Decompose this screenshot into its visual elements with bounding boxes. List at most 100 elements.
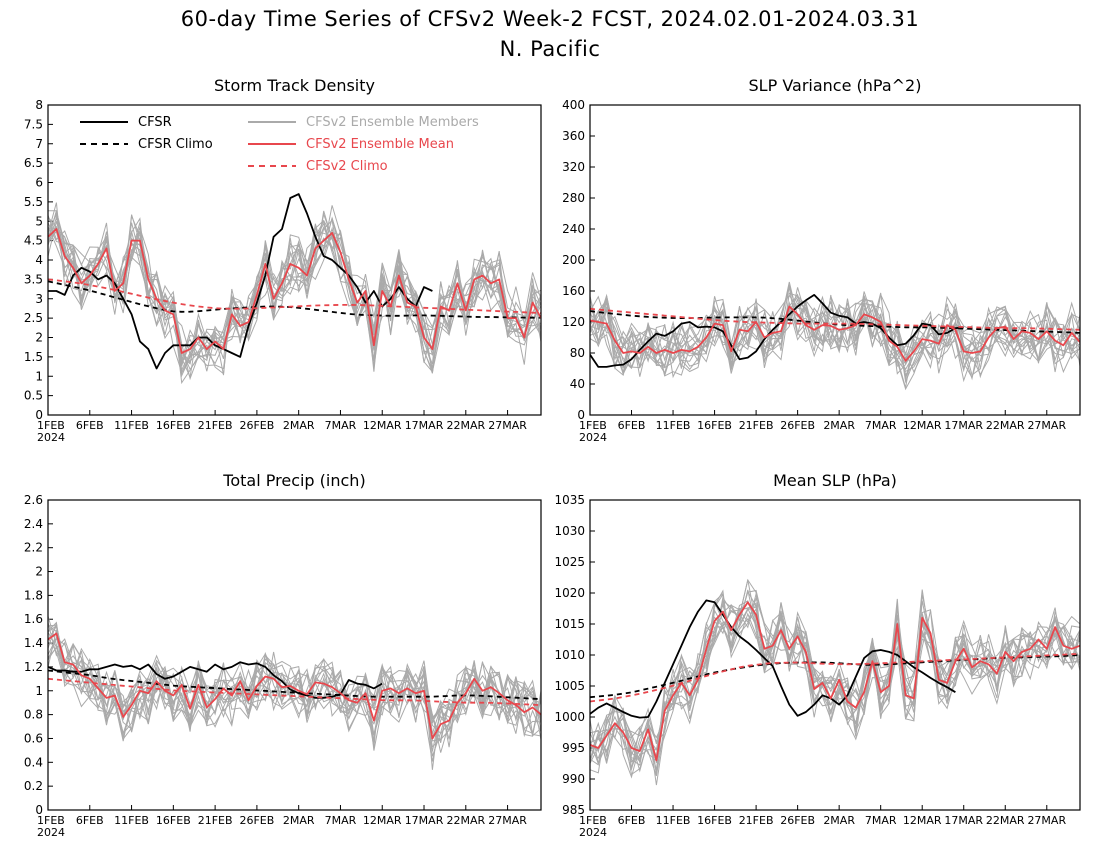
ensemble-member-line	[590, 594, 1080, 772]
y-tick-label: 2.5	[24, 311, 43, 325]
ensemble-member-line	[48, 638, 541, 762]
x-tick-label: 12MAR	[363, 814, 402, 827]
x-tick-label: 16FEB	[156, 419, 191, 432]
ensemble-member-line	[48, 615, 541, 741]
series-line-cfsr-climo	[590, 654, 1080, 699]
x-year-label: 2024	[579, 826, 607, 839]
x-tick-label: 27MAR	[488, 419, 527, 432]
y-tick-label: 1005	[554, 679, 585, 693]
y-tick-label: 3	[35, 292, 43, 306]
y-tick-label: 5.5	[24, 195, 43, 209]
x-year-label: 2024	[37, 826, 65, 839]
ensemble-member-line	[48, 231, 541, 372]
y-tick-label: 2	[35, 331, 43, 345]
x-tick-label: 16FEB	[697, 814, 732, 827]
x-tick-label: 6FEB	[618, 419, 646, 432]
y-tick-label: 1	[35, 369, 43, 383]
y-tick-label: 1030	[554, 524, 585, 538]
x-tick-label: 12MAR	[903, 419, 942, 432]
y-tick-label: 985	[562, 803, 585, 817]
x-tick-label: 22MAR	[446, 814, 485, 827]
y-tick-label: 1025	[554, 555, 585, 569]
x-tick-label: 2MAR	[283, 419, 315, 432]
legend-label-cfsr: CFSR	[138, 115, 172, 130]
x-tick-label: 2MAR	[283, 814, 315, 827]
y-tick-label: 1.2	[24, 660, 43, 674]
ensemble-member-line	[590, 589, 1080, 769]
y-tick-label: 120	[562, 315, 585, 329]
y-tick-label: 1035	[554, 493, 585, 507]
x-tick-label: 7MAR	[325, 419, 357, 432]
x-tick-label: 1FEB	[579, 814, 607, 827]
series-line-cfsv2-climo	[590, 652, 1080, 703]
y-tick-label: 240	[562, 222, 585, 236]
x-tick-label: 21FEB	[739, 814, 774, 827]
x-tick-label: 7MAR	[865, 814, 897, 827]
x-tick-label: 22MAR	[986, 814, 1025, 827]
legend-label-cfsr-climo: CFSR Climo	[138, 137, 213, 152]
x-tick-label: 22MAR	[446, 419, 485, 432]
y-tick-label: 2.2	[24, 541, 43, 555]
y-tick-label: 2	[35, 565, 43, 579]
x-tick-label: 17MAR	[405, 814, 444, 827]
ensemble-member-line	[590, 297, 1080, 370]
y-tick-label: 6	[35, 176, 43, 190]
panel-frame	[47, 499, 542, 811]
series-line-cfsr-climo	[48, 280, 541, 319]
y-tick-label: 2.4	[24, 517, 43, 531]
ensemble-member-line	[590, 590, 1080, 774]
ensemble-member-line	[590, 602, 1080, 760]
y-tick-label: 160	[562, 284, 585, 298]
x-tick-label: 2MAR	[823, 419, 855, 432]
panel-frame	[589, 104, 1081, 416]
x-tick-label: 26FEB	[780, 419, 815, 432]
y-tick-label: 200	[562, 253, 585, 267]
y-tick-label: 4	[35, 253, 43, 267]
ensemble-member-line	[48, 202, 541, 371]
panel-data	[590, 281, 1080, 391]
x-tick-label: 6FEB	[76, 814, 104, 827]
y-tick-label: 1	[35, 684, 43, 698]
x-tick-label: 7MAR	[325, 814, 357, 827]
panel-title: Mean SLP (hPa)	[773, 471, 897, 490]
y-tick-label: 0.6	[24, 731, 43, 745]
y-tick-label: 0.5	[24, 389, 43, 403]
panel-data	[590, 578, 1080, 786]
panel-1: Storm Track Density 0 0.5 1 1.5 2 2.5 3 3.5 4 4.5 5…	[24, 76, 542, 444]
y-tick-label: 40	[570, 377, 585, 391]
x-tick-label: 21FEB	[739, 419, 774, 432]
series-line-cfsv2-ensemble-mean	[48, 632, 541, 740]
figure-title: 60-day Time Series of CFSv2 Week-2 FCST,…	[181, 7, 919, 31]
y-tick-label: 6.5	[24, 156, 43, 170]
panel-title: Total Precip (inch)	[222, 471, 365, 490]
chart-panels: Storm Track Density 0 0.5 1 1.5 2 2.5 3 3.5 4 4.5 5…	[24, 76, 1081, 839]
x-tick-label: 11FEB	[656, 419, 691, 432]
x-tick-label: 2MAR	[823, 814, 855, 827]
y-tick-label: 995	[562, 741, 585, 755]
ensemble-member-line	[48, 621, 541, 737]
panel-2: SLP Variance (hPa^2) 0 40 80 120 160 200 240 280…	[562, 76, 1081, 444]
x-tick-label: 26FEB	[239, 419, 274, 432]
y-tick-label: 1000	[554, 710, 585, 724]
x-tick-label: 17MAR	[944, 814, 983, 827]
ensemble-member-line	[590, 298, 1080, 371]
panel-data	[48, 615, 541, 770]
x-tick-label: 26FEB	[780, 814, 815, 827]
series-line-cfsv2-ensemble-mean	[48, 228, 541, 354]
x-year-label: 2024	[37, 431, 65, 444]
legend-label-ens-mean: CFSv2 Ensemble Mean	[306, 137, 454, 152]
ensemble-member-line	[590, 603, 1080, 777]
ensemble-member-line	[590, 286, 1080, 370]
x-tick-label: 7MAR	[865, 419, 897, 432]
panel-frame	[589, 499, 1081, 811]
y-tick-label: 0.2	[24, 779, 43, 793]
x-tick-label: 16FEB	[697, 419, 732, 432]
y-tick-label: 1.8	[24, 588, 43, 602]
x-tick-label: 21FEB	[198, 419, 233, 432]
y-tick-label: 0.8	[24, 708, 43, 722]
y-tick-label: 1.5	[24, 350, 43, 364]
series-line-cfsr	[590, 599, 956, 719]
y-tick-label: 4.5	[24, 234, 43, 248]
series-line-cfsr-climo	[48, 669, 541, 700]
